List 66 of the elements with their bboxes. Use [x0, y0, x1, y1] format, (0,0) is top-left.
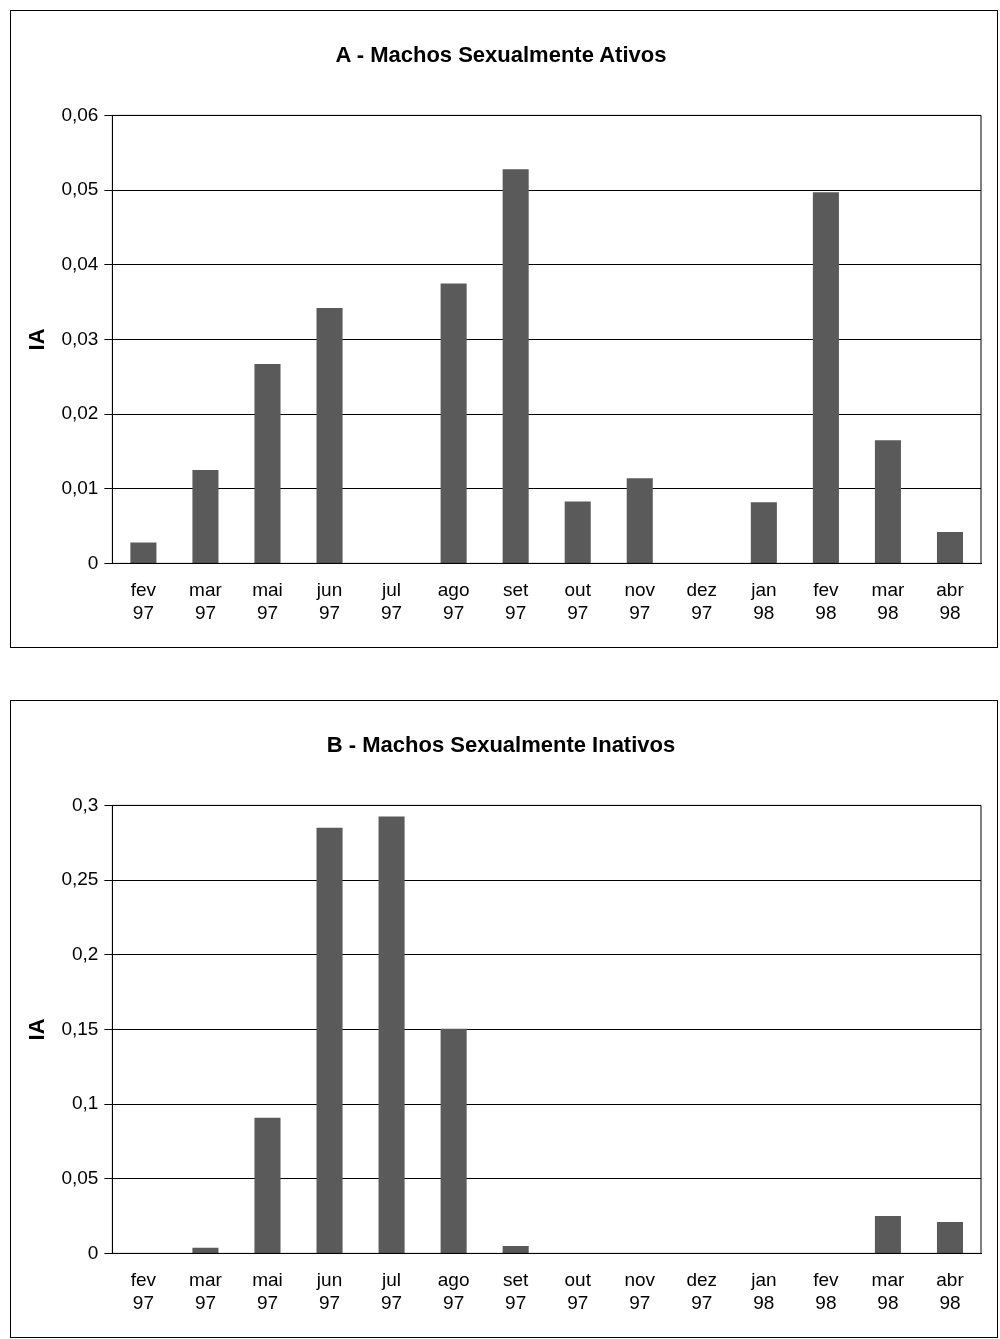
x-tick-label: jul 97 [381, 579, 403, 623]
x-tick-label: dez 97 [686, 579, 718, 623]
bar [502, 1245, 529, 1253]
x-tick-label: ago 97 [437, 579, 470, 623]
x-tick-label: out 97 [564, 1269, 592, 1313]
x-tick-label: out 97 [564, 579, 592, 623]
x-tick-label: fev 97 [130, 1269, 157, 1313]
x-tick-label: jan 98 [750, 1269, 777, 1313]
bar [502, 169, 529, 563]
y-tick-label: 0,1 [71, 1092, 99, 1114]
x-tick-label: nov 97 [624, 579, 656, 623]
y-tick-label: 0,06 [61, 103, 99, 125]
y-tick-label: 0,3 [71, 793, 99, 815]
x-tick-label: mar 97 [189, 1269, 223, 1313]
x-tick-label: abr 98 [936, 1269, 965, 1313]
y-tick-label: 0,2 [71, 942, 99, 964]
bar [750, 502, 777, 563]
bar [874, 440, 901, 563]
bar [130, 542, 157, 563]
y-tick-label: 0,05 [61, 1166, 99, 1188]
x-tick-label: set 97 [502, 579, 530, 623]
y-tick-label: 0,03 [61, 327, 99, 349]
bar [626, 478, 653, 563]
bar [936, 532, 964, 563]
y-axis-title: IA [24, 1018, 50, 1041]
x-tick-label: fev 97 [130, 579, 157, 623]
x-tick-label: ago 97 [437, 1269, 470, 1313]
chart-title: B - Machos Sexualmente Inativos [326, 732, 676, 758]
bar [440, 283, 467, 563]
y-tick-label: 0,05 [61, 178, 99, 200]
x-tick-label: mar 98 [871, 579, 905, 623]
x-tick-label: dez 97 [686, 1269, 718, 1313]
bar [440, 1028, 467, 1253]
y-tick-label: 0,15 [61, 1017, 99, 1039]
y-axis-title: IA [24, 328, 50, 351]
bar [812, 192, 839, 563]
x-tick-label: jul 97 [381, 1269, 403, 1313]
x-tick-label: mar 97 [189, 579, 223, 623]
y-tick-label: 0,04 [61, 252, 99, 274]
chart-title: A - Machos Sexualmente Ativos [335, 42, 667, 68]
y-tick-label: 0 [87, 1241, 99, 1263]
bar [316, 308, 343, 563]
x-tick-label: nov 97 [624, 1269, 656, 1313]
x-tick-label: abr 98 [936, 579, 965, 623]
y-tick-label: 0,02 [61, 402, 99, 424]
x-tick-label: jan 98 [750, 579, 777, 623]
y-tick-label: 0,01 [61, 476, 99, 498]
x-tick-label: mar 98 [871, 1269, 905, 1313]
x-tick-label: set 97 [502, 1269, 530, 1313]
x-tick-label: mai 97 [252, 1269, 283, 1313]
bar [316, 827, 343, 1253]
bar [378, 816, 405, 1253]
bar [936, 1222, 964, 1253]
y-tick-label: 0 [87, 551, 99, 573]
x-tick-label: fev 98 [813, 1269, 840, 1313]
x-tick-label: jun 97 [315, 579, 343, 623]
x-tick-label: fev 98 [813, 579, 840, 623]
bar [254, 1117, 281, 1253]
bar [192, 470, 219, 563]
bar [254, 364, 281, 563]
y-tick-label: 0,25 [61, 868, 99, 890]
bar [192, 1247, 219, 1253]
bar [874, 1216, 901, 1253]
bar [564, 501, 591, 563]
x-tick-label: mai 97 [252, 579, 283, 623]
x-tick-label: jun 97 [315, 1269, 343, 1313]
